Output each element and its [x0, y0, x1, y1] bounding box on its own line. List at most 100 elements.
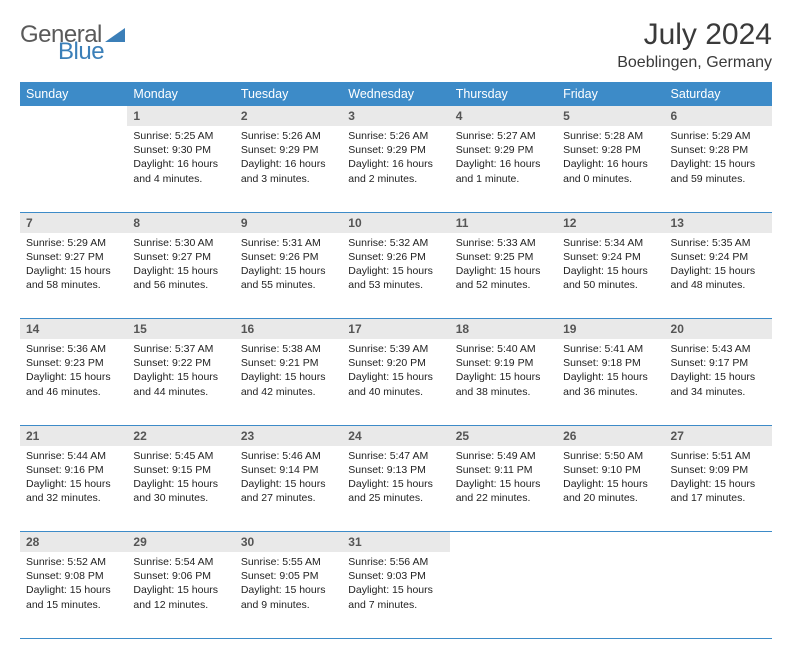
day-number-cell: 3 [342, 106, 449, 126]
empty-cell [20, 126, 127, 212]
empty-cell [450, 552, 557, 638]
sunset-line: Sunset: 9:23 PM [26, 356, 121, 370]
daylight-line: Daylight: 15 hours and 50 minutes. [563, 264, 658, 292]
sunrise-line: Sunrise: 5:25 AM [133, 129, 228, 143]
sunset-line: Sunset: 9:06 PM [133, 569, 228, 583]
weekday-header: Wednesday [342, 82, 449, 106]
daylight-line: Daylight: 15 hours and 30 minutes. [133, 477, 228, 505]
sunrise-line: Sunrise: 5:55 AM [241, 555, 336, 569]
sunset-line: Sunset: 9:18 PM [563, 356, 658, 370]
daylight-line: Daylight: 15 hours and 48 minutes. [671, 264, 766, 292]
day-cell: Sunrise: 5:44 AMSunset: 9:16 PMDaylight:… [20, 446, 127, 532]
day-cell: Sunrise: 5:51 AMSunset: 9:09 PMDaylight:… [665, 446, 772, 532]
daylight-line: Daylight: 15 hours and 59 minutes. [671, 157, 766, 185]
day-number-row: 21222324252627 [20, 425, 772, 446]
sunrise-line: Sunrise: 5:35 AM [671, 236, 766, 250]
sunrise-line: Sunrise: 5:31 AM [241, 236, 336, 250]
sunrise-line: Sunrise: 5:51 AM [671, 449, 766, 463]
day-cell: Sunrise: 5:25 AMSunset: 9:30 PMDaylight:… [127, 126, 234, 212]
weekday-header: Sunday [20, 82, 127, 106]
daylight-line: Daylight: 16 hours and 3 minutes. [241, 157, 336, 185]
brand-logo: GeneralBlue [20, 24, 125, 64]
weekday-header: Thursday [450, 82, 557, 106]
day-number-cell: 28 [20, 532, 127, 553]
daylight-line: Daylight: 15 hours and 52 minutes. [456, 264, 551, 292]
day-number-cell: 26 [557, 425, 664, 446]
sunset-line: Sunset: 9:15 PM [133, 463, 228, 477]
day-number-cell: 11 [450, 212, 557, 233]
daylight-line: Daylight: 15 hours and 40 minutes. [348, 370, 443, 398]
day-body-row: Sunrise: 5:52 AMSunset: 9:08 PMDaylight:… [20, 552, 772, 638]
day-number-cell: 30 [235, 532, 342, 553]
daylight-line: Daylight: 15 hours and 32 minutes. [26, 477, 121, 505]
daylight-line: Daylight: 15 hours and 20 minutes. [563, 477, 658, 505]
sunrise-line: Sunrise: 5:49 AM [456, 449, 551, 463]
day-cell: Sunrise: 5:26 AMSunset: 9:29 PMDaylight:… [235, 126, 342, 212]
sunrise-line: Sunrise: 5:47 AM [348, 449, 443, 463]
sunrise-line: Sunrise: 5:29 AM [671, 129, 766, 143]
day-cell: Sunrise: 5:26 AMSunset: 9:29 PMDaylight:… [342, 126, 449, 212]
day-body-row: Sunrise: 5:36 AMSunset: 9:23 PMDaylight:… [20, 339, 772, 425]
sunrise-line: Sunrise: 5:54 AM [133, 555, 228, 569]
empty-cell [557, 532, 664, 553]
day-cell: Sunrise: 5:52 AMSunset: 9:08 PMDaylight:… [20, 552, 127, 638]
sunset-line: Sunset: 9:28 PM [671, 143, 766, 157]
daylight-line: Daylight: 15 hours and 38 minutes. [456, 370, 551, 398]
sunrise-line: Sunrise: 5:52 AM [26, 555, 121, 569]
day-cell: Sunrise: 5:33 AMSunset: 9:25 PMDaylight:… [450, 233, 557, 319]
daylight-line: Daylight: 15 hours and 9 minutes. [241, 583, 336, 611]
daylight-line: Daylight: 16 hours and 4 minutes. [133, 157, 228, 185]
sunrise-line: Sunrise: 5:40 AM [456, 342, 551, 356]
day-number-cell: 2 [235, 106, 342, 126]
day-number-cell: 18 [450, 319, 557, 340]
daylight-line: Daylight: 15 hours and 17 minutes. [671, 477, 766, 505]
weekday-header: Friday [557, 82, 664, 106]
day-body-row: Sunrise: 5:44 AMSunset: 9:16 PMDaylight:… [20, 446, 772, 532]
sunrise-line: Sunrise: 5:27 AM [456, 129, 551, 143]
daylight-line: Daylight: 15 hours and 55 minutes. [241, 264, 336, 292]
day-cell: Sunrise: 5:55 AMSunset: 9:05 PMDaylight:… [235, 552, 342, 638]
day-cell: Sunrise: 5:34 AMSunset: 9:24 PMDaylight:… [557, 233, 664, 319]
day-number-cell: 31 [342, 532, 449, 553]
day-cell: Sunrise: 5:38 AMSunset: 9:21 PMDaylight:… [235, 339, 342, 425]
brand-triangle-icon [105, 28, 125, 42]
sunset-line: Sunset: 9:29 PM [456, 143, 551, 157]
daylight-line: Daylight: 15 hours and 44 minutes. [133, 370, 228, 398]
sunset-line: Sunset: 9:10 PM [563, 463, 658, 477]
sunset-line: Sunset: 9:24 PM [671, 250, 766, 264]
empty-cell [20, 106, 127, 126]
day-cell: Sunrise: 5:29 AMSunset: 9:28 PMDaylight:… [665, 126, 772, 212]
day-number-cell: 20 [665, 319, 772, 340]
day-number-cell: 29 [127, 532, 234, 553]
sunset-line: Sunset: 9:14 PM [241, 463, 336, 477]
daylight-line: Daylight: 16 hours and 0 minutes. [563, 157, 658, 185]
day-number-cell: 1 [127, 106, 234, 126]
empty-cell [450, 532, 557, 553]
daylight-line: Daylight: 15 hours and 56 minutes. [133, 264, 228, 292]
day-cell: Sunrise: 5:31 AMSunset: 9:26 PMDaylight:… [235, 233, 342, 319]
daylight-line: Daylight: 15 hours and 46 minutes. [26, 370, 121, 398]
sunset-line: Sunset: 9:28 PM [563, 143, 658, 157]
day-number-cell: 12 [557, 212, 664, 233]
sunset-line: Sunset: 9:29 PM [348, 143, 443, 157]
day-body-row: Sunrise: 5:29 AMSunset: 9:27 PMDaylight:… [20, 233, 772, 319]
sunrise-line: Sunrise: 5:39 AM [348, 342, 443, 356]
daylight-line: Daylight: 15 hours and 27 minutes. [241, 477, 336, 505]
daylight-line: Daylight: 15 hours and 42 minutes. [241, 370, 336, 398]
day-number-row: 123456 [20, 106, 772, 126]
day-number-cell: 21 [20, 425, 127, 446]
day-cell: Sunrise: 5:45 AMSunset: 9:15 PMDaylight:… [127, 446, 234, 532]
day-number-row: 14151617181920 [20, 319, 772, 340]
sunset-line: Sunset: 9:03 PM [348, 569, 443, 583]
sunset-line: Sunset: 9:22 PM [133, 356, 228, 370]
weekday-header: Tuesday [235, 82, 342, 106]
empty-cell [665, 552, 772, 638]
daylight-line: Daylight: 16 hours and 1 minute. [456, 157, 551, 185]
calendar-table: SundayMondayTuesdayWednesdayThursdayFrid… [20, 82, 772, 639]
sunrise-line: Sunrise: 5:28 AM [563, 129, 658, 143]
daylight-line: Daylight: 15 hours and 36 minutes. [563, 370, 658, 398]
empty-cell [557, 552, 664, 638]
daylight-line: Daylight: 15 hours and 22 minutes. [456, 477, 551, 505]
day-number-cell: 9 [235, 212, 342, 233]
day-cell: Sunrise: 5:28 AMSunset: 9:28 PMDaylight:… [557, 126, 664, 212]
